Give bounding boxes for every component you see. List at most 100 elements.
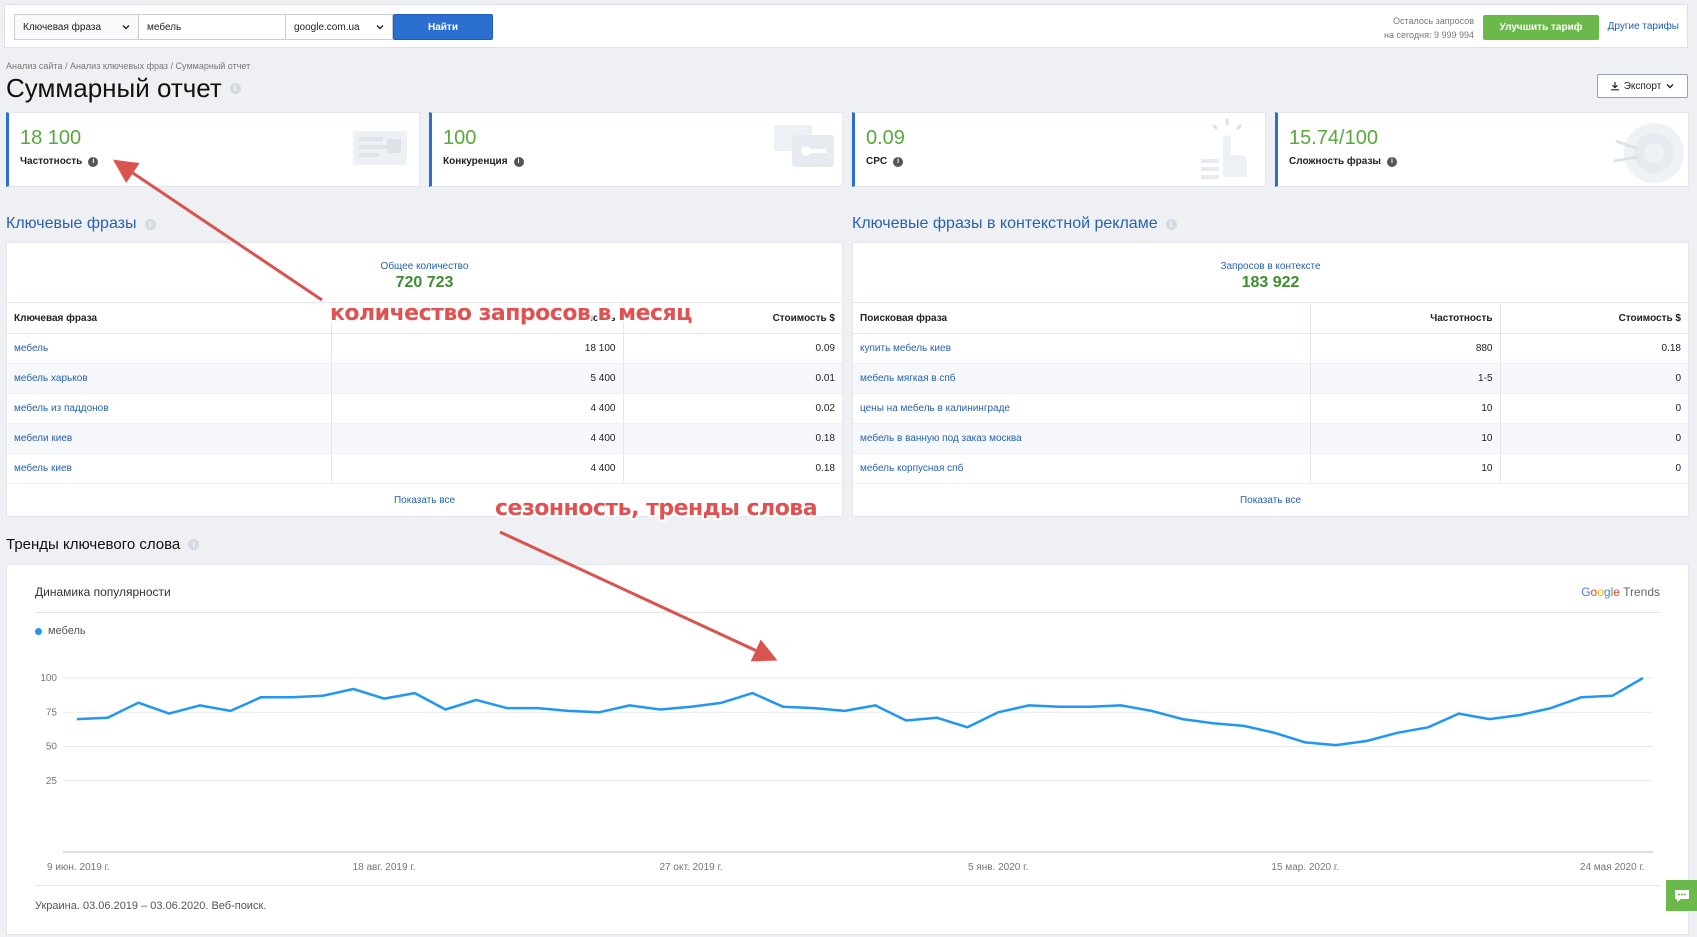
data-point[interactable] [872,702,878,708]
data-point[interactable] [412,690,418,696]
keywords-panel: Общее количество 720 723 Ключевая фраза … [6,242,843,517]
data-point[interactable] [750,690,756,696]
data-point[interactable] [228,708,234,714]
data-point[interactable] [842,708,848,714]
search-mode-select[interactable]: Ключевая фраза [14,14,139,40]
data-point[interactable] [1302,739,1308,745]
data-point[interactable] [1210,720,1216,726]
frequency-cell: 10 [1309,393,1500,424]
data-point[interactable] [1118,702,1124,708]
data-point[interactable] [258,694,264,700]
data-point[interactable] [473,697,479,703]
data-point[interactable] [627,702,633,708]
data-point[interactable] [197,702,203,708]
phrase-cell: мебель в ванную под заказ москва [853,423,1310,454]
column-header-cost[interactable]: Стоимость $ [622,302,842,334]
data-point[interactable] [320,693,326,699]
data-point[interactable] [1640,675,1646,681]
data-point[interactable] [1179,716,1185,722]
data-point[interactable] [442,707,448,713]
upgrade-plan-button[interactable]: Улучшить тариф [1483,15,1599,40]
data-point[interactable] [934,715,940,721]
search-engine-select[interactable]: google.com.ua [286,14,393,40]
google-trends-logo[interactable]: Google Trends [1581,585,1660,599]
info-icon[interactable]: i [1165,218,1177,230]
table-row: мебель киев 4 400 0.18 [7,453,842,484]
data-point[interactable] [1548,705,1554,711]
data-point[interactable] [1394,730,1400,736]
phrase-link[interactable]: купить мебель киев [860,343,951,354]
info-icon[interactable]: i [144,218,156,230]
find-button[interactable]: Найти [393,14,493,40]
download-icon [1610,82,1619,91]
keyword-link[interactable]: мебель киев [14,463,72,474]
data-point[interactable] [1609,693,1615,699]
data-point[interactable] [1425,724,1431,730]
data-point[interactable] [105,715,111,721]
info-icon[interactable]: i [1386,156,1397,167]
data-point[interactable] [1456,711,1462,717]
info-icon[interactable]: i [229,83,241,94]
info-icon[interactable]: i [88,156,99,167]
data-point[interactable] [903,717,909,723]
y-tick-label: 25 [46,776,58,787]
info-icon[interactable]: i [893,156,904,167]
data-point[interactable] [1579,694,1585,700]
data-point[interactable] [381,696,387,702]
data-point[interactable] [350,686,356,692]
data-point[interactable] [1057,704,1063,710]
phrase-link[interactable]: мебель мягкая в спб [860,373,956,384]
keyword-link[interactable]: мебель [14,343,49,354]
keyword-link[interactable]: мебель из паддонов [14,403,109,414]
data-point[interactable] [565,708,571,714]
data-point[interactable] [289,694,295,700]
other-plans-link[interactable]: Другие тарифы [1607,21,1679,32]
data-point[interactable] [535,705,541,711]
hand-click-illustration-icon [1201,119,1247,179]
info-icon[interactable]: i [513,156,524,167]
data-point[interactable] [596,709,602,715]
cost-cell: 0.18 [622,423,842,454]
column-header-phrase[interactable]: Поисковая фраза [853,302,1310,334]
metric-label-text: Конкуренция [443,156,508,167]
data-point[interactable] [657,707,663,713]
x-tick-label: 5 янв. 2020 г. [968,862,1028,873]
data-point[interactable] [166,711,172,717]
column-header-keyword[interactable]: Ключевая фраза [7,302,331,334]
data-point[interactable] [1272,730,1278,736]
show-all-context-link[interactable]: Показать все [1239,495,1302,506]
keyword-link[interactable]: мебель харьков [14,373,88,384]
data-point[interactable] [74,716,80,722]
data-point[interactable] [1026,702,1032,708]
data-point[interactable] [1517,712,1523,718]
chat-widget-button[interactable] [1666,880,1697,911]
data-point[interactable] [1333,742,1339,748]
info-icon[interactable]: i [188,539,200,550]
phrase-link[interactable]: мебель в ванную под заказ москва [860,433,1022,444]
data-point[interactable] [811,705,817,711]
data-point[interactable] [1241,723,1247,729]
data-point[interactable] [1364,738,1370,744]
export-button[interactable]: Экспорт [1597,74,1688,98]
column-header-frequency[interactable]: Частотность [1309,302,1500,334]
data-point[interactable] [135,700,141,706]
search-input[interactable]: мебель [139,14,286,40]
column-header-frequency[interactable]: Частотность [330,302,623,334]
series-line-mebel[interactable] [76,676,1644,747]
show-all-keywords-link[interactable]: Показать все [393,495,456,506]
data-point[interactable] [780,704,786,710]
data-point[interactable] [995,709,1001,715]
data-point[interactable] [719,700,725,706]
data-point[interactable] [1087,704,1093,710]
keyword-link[interactable]: мебели киев [14,433,73,444]
phrase-link[interactable]: мебель корпусная спб [860,463,964,474]
frequency-cell: 10 [1309,423,1500,454]
data-point[interactable] [688,704,694,710]
column-header-cost[interactable]: Стоимость $ [1499,302,1688,334]
data-point[interactable] [504,705,510,711]
phrase-link[interactable]: цены на мебель в калининграде [860,403,1010,414]
breadcrumb[interactable]: Анализ сайта / Анализ ключевых фраз / Су… [6,61,251,71]
data-point[interactable] [1486,716,1492,722]
data-point[interactable] [964,724,970,730]
data-point[interactable] [1149,708,1155,714]
